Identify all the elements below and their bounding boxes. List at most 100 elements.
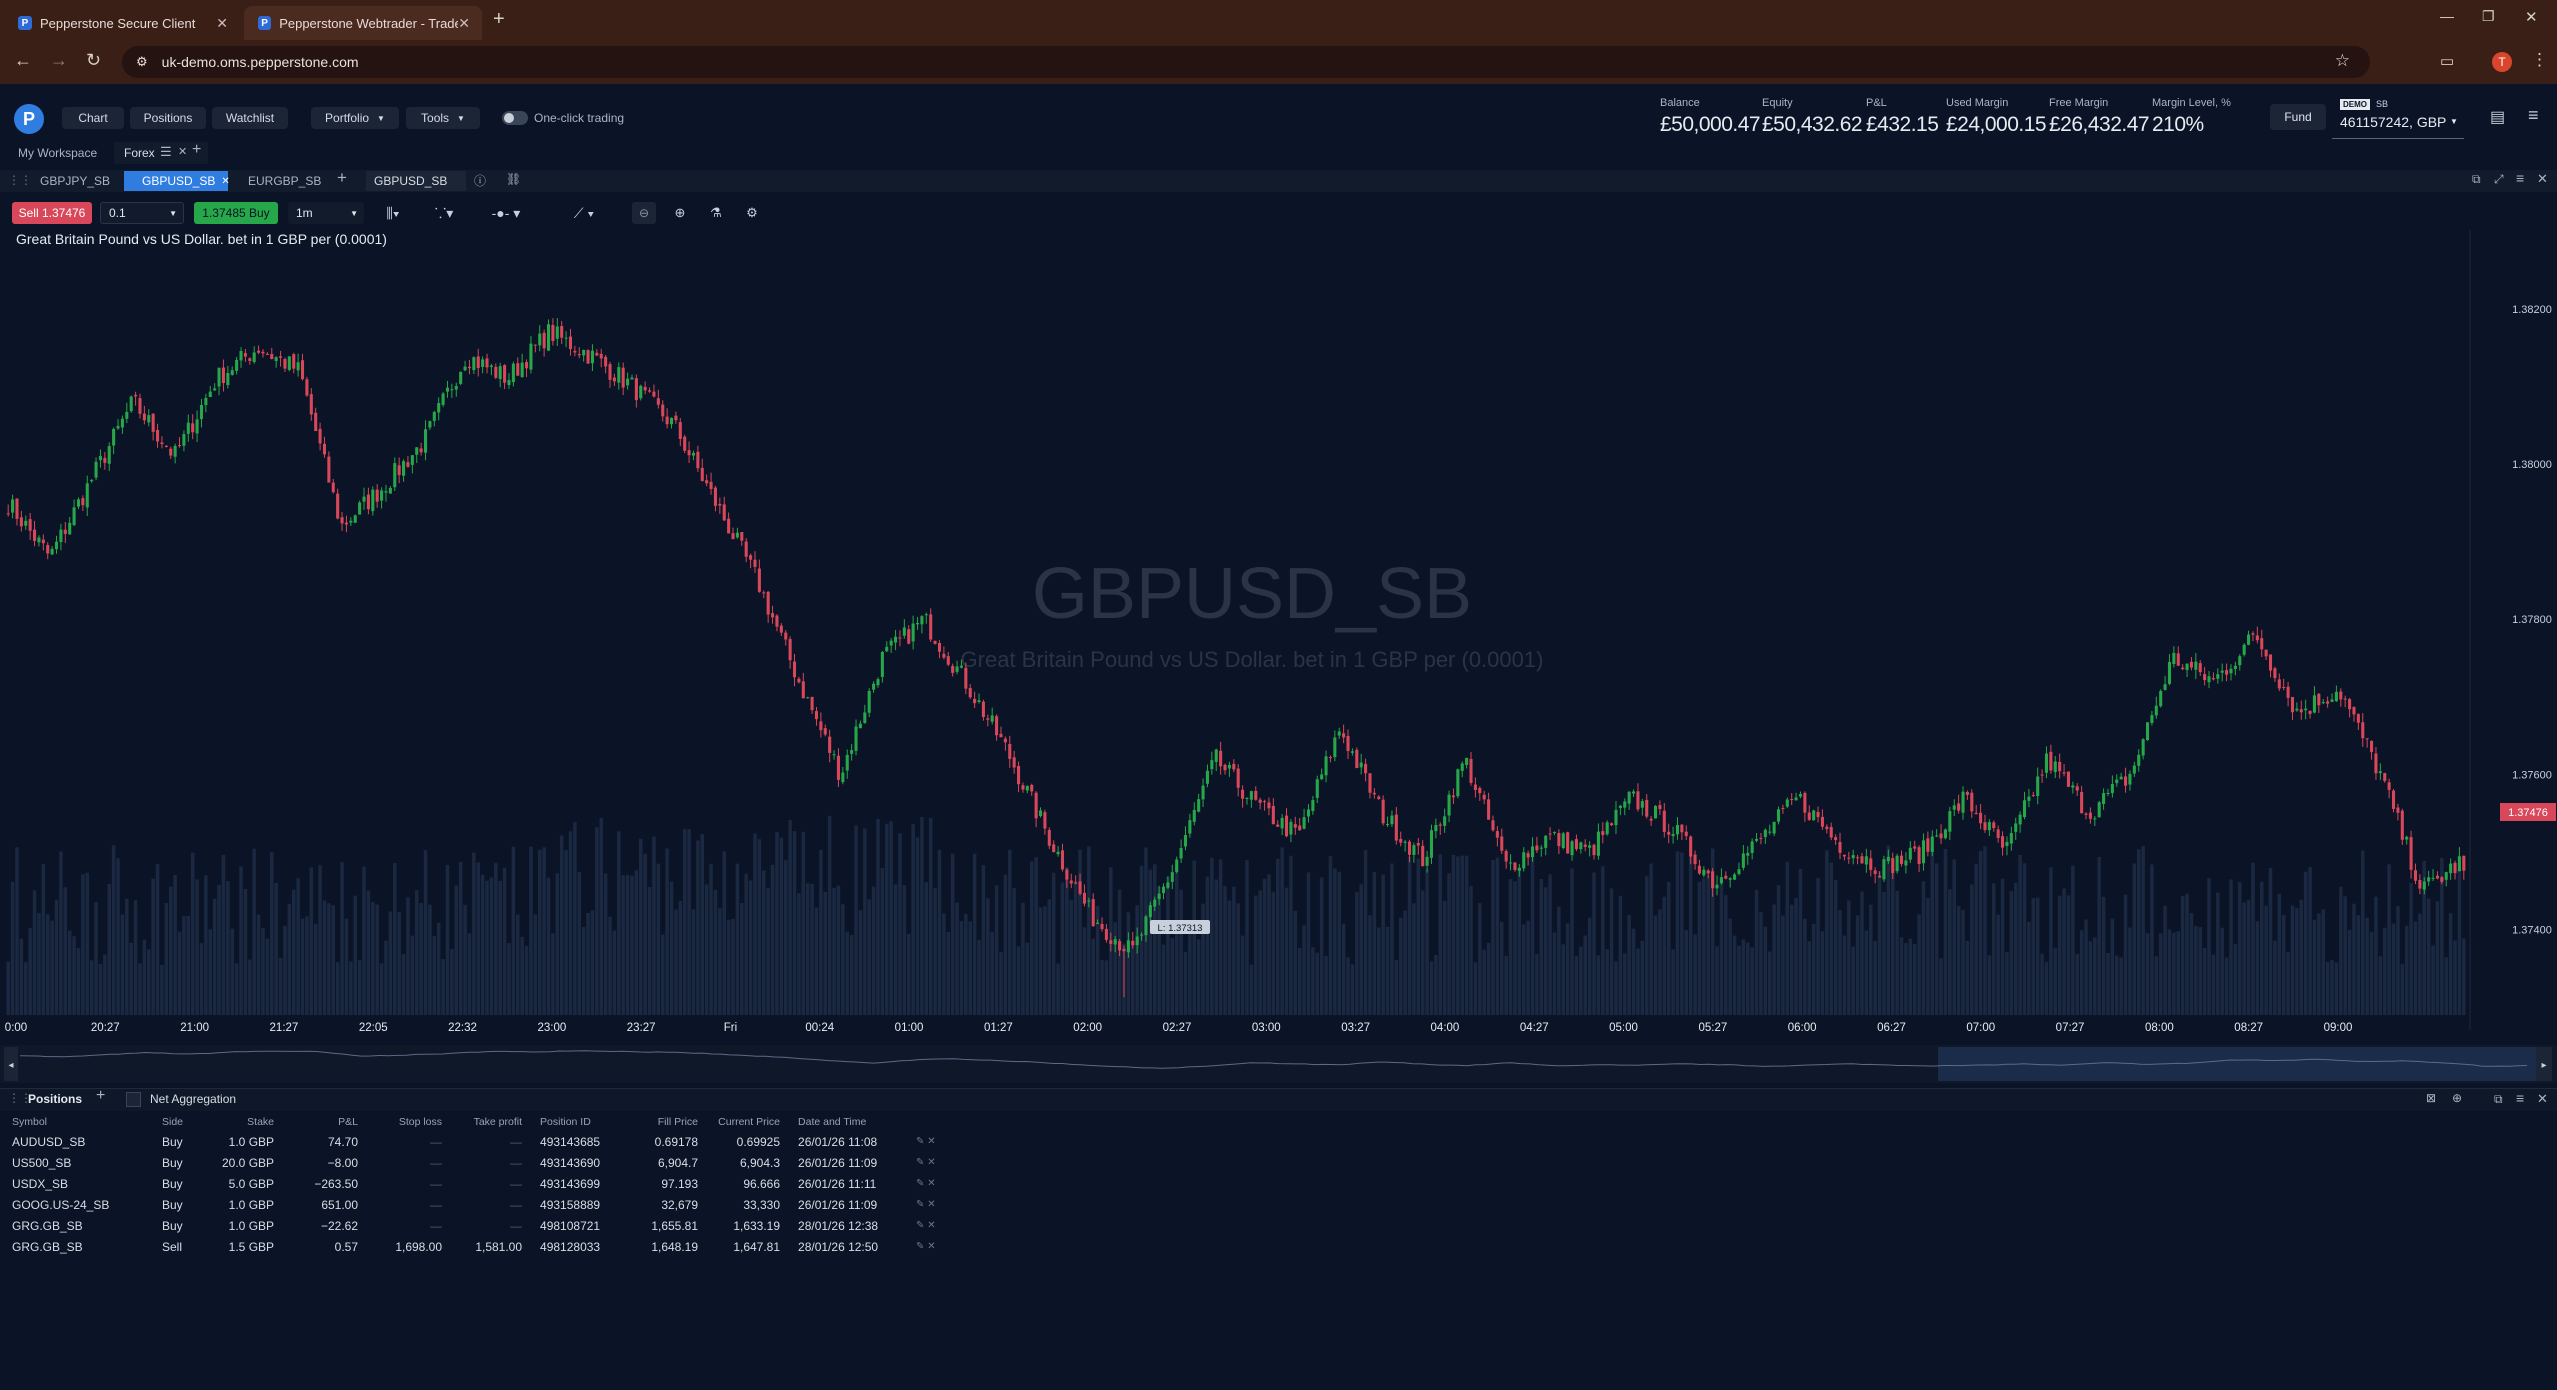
drag-handle-icon[interactable]: ⋮⋮ xyxy=(8,1091,32,1105)
col-fill-price[interactable]: Fill Price xyxy=(657,1116,699,1128)
browser-tab-webtrader[interactable]: P Pepperstone Webtrader - Trade ✕ xyxy=(244,6,482,40)
close-tab-icon[interactable]: ✕ xyxy=(458,14,470,31)
one-click-toggle[interactable] xyxy=(502,111,528,125)
navigator-scroll-left[interactable] xyxy=(4,1047,18,1081)
hedge-icon[interactable]: ⊕ xyxy=(2452,1091,2463,1105)
chart-tab-eurgbp[interactable]: EURGBP_SB xyxy=(248,174,322,188)
maximize-icon[interactable]: ⤢ xyxy=(2494,172,2504,186)
edit-position-icon[interactable]: ✎ xyxy=(916,1136,928,1147)
indicators-icon[interactable]: ⸪▾ xyxy=(434,204,454,221)
zoom-in-icon[interactable]: ⊕ xyxy=(674,205,686,220)
col-symbol[interactable]: Symbol xyxy=(12,1116,48,1128)
url-field[interactable]: ⚙ uk-demo.oms.pepperstone.com ☆ xyxy=(122,46,2370,78)
close-position-icon[interactable]: ✕ xyxy=(927,1178,936,1189)
candle-body xyxy=(252,352,256,362)
nav-positions-button[interactable]: Positions xyxy=(130,107,206,129)
panel-menu-icon[interactable]: ≡ xyxy=(2516,1090,2525,1106)
hamburger-menu-icon[interactable]: ≡ xyxy=(2528,105,2539,125)
back-icon[interactable]: ← xyxy=(14,50,32,70)
col-position-id[interactable]: Position ID xyxy=(540,1116,591,1128)
profile-avatar[interactable]: T xyxy=(2492,52,2512,72)
close-panel-icon[interactable]: ✕ xyxy=(2537,1091,2548,1106)
nav-chart-button[interactable]: Chart xyxy=(62,107,124,129)
close-icon[interactable]: ✕ xyxy=(221,175,230,187)
symbol-search-input[interactable]: GBPUSD_SB xyxy=(366,171,466,191)
chart-type-icon[interactable]: ⫼▾ xyxy=(386,204,400,221)
drawing-mode-icon[interactable]: -●- ▾ xyxy=(491,204,521,221)
drag-handle-icon[interactable]: ⋮⋮ xyxy=(8,173,32,187)
quantity-input[interactable]: 0.1 ▼ xyxy=(100,202,184,224)
minimize-window-icon[interactable]: — xyxy=(2440,8,2454,24)
reload-icon[interactable]: ↻ xyxy=(86,50,102,70)
close-position-icon[interactable]: ✕ xyxy=(927,1199,936,1210)
interval-dropdown[interactable]: 1m ▼ xyxy=(288,202,364,224)
flask-icon[interactable]: ⚗ xyxy=(710,205,722,220)
add-chart-tab-icon[interactable]: + xyxy=(337,168,347,187)
browser-tab-secure-client[interactable]: P Pepperstone Secure Client ✕ xyxy=(4,6,240,40)
edit-position-icon[interactable]: ✎ xyxy=(916,1241,928,1252)
bookmark-star-icon[interactable]: ☆ xyxy=(2334,51,2350,70)
edit-position-icon[interactable]: ✎ xyxy=(916,1199,928,1210)
col-pnl[interactable]: P&L xyxy=(338,1116,359,1128)
close-position-icon[interactable]: ✕ xyxy=(927,1136,936,1147)
positions-title[interactable]: Positions xyxy=(28,1092,83,1106)
col-stop-loss[interactable]: Stop loss xyxy=(398,1116,443,1128)
workspace-tab-my[interactable]: My Workspace xyxy=(18,146,98,160)
table-row[interactable]: GOOG.US-24_SB Buy 1.0 GBP 651.00 — — 493158889… xyxy=(12,1194,938,1215)
fund-button[interactable]: Fund xyxy=(2270,104,2326,130)
edit-position-icon[interactable]: ✎ xyxy=(916,1178,928,1189)
chart-tab-gbpusd[interactable]: GBPUSD_SB ✕ xyxy=(124,171,230,191)
buy-button[interactable]: 1.37485 Buy xyxy=(194,202,278,224)
table-row[interactable]: GRG.GB_SB Buy 1.0 GBP −22.62 — — 498108721 1,65… xyxy=(12,1215,938,1236)
close-position-icon[interactable]: ✕ xyxy=(927,1241,936,1252)
sell-button[interactable]: Sell 1.37476 xyxy=(12,202,92,224)
price-chart[interactable]: Great Britain Pound vs US Dollar. bet in… xyxy=(0,230,2557,1085)
navigator-window[interactable] xyxy=(1938,1047,2538,1081)
nav-watchlist-button[interactable]: Watchlist xyxy=(212,107,288,129)
close-position-icon[interactable]: ✕ xyxy=(927,1220,936,1231)
col-stake[interactable]: Stake xyxy=(247,1116,275,1128)
site-info-icon[interactable]: ⚙ xyxy=(136,54,148,69)
table-row[interactable]: US500_SB Buy 20.0 GBP −8.00 — — 493143690 6,904… xyxy=(12,1152,938,1173)
net-aggregation-checkbox[interactable] xyxy=(126,1092,141,1107)
popout-icon[interactable]: ⧉ xyxy=(2472,172,2481,186)
workspace-menu-icon[interactable]: ☰ xyxy=(160,144,172,159)
tab-search-icon[interactable]: ▭ xyxy=(2440,53,2455,70)
zoom-out-icon[interactable]: ⊖ xyxy=(632,202,656,224)
workspace-tab-forex[interactable]: Forex ☰ ✕ + xyxy=(114,141,208,164)
info-icon[interactable]: ⓘ xyxy=(474,174,487,188)
close-icon[interactable]: ✕ xyxy=(178,146,188,158)
edit-position-icon[interactable]: ✎ xyxy=(916,1220,928,1231)
panel-menu-icon[interactable]: ≡ xyxy=(2516,170,2525,186)
close-panel-icon[interactable]: ✕ xyxy=(2537,171,2548,186)
col-side[interactable]: Side xyxy=(162,1116,184,1128)
tools-dropdown[interactable]: Tools ▼ xyxy=(406,107,480,129)
close-all-icon[interactable]: ⊠ xyxy=(2426,1091,2437,1105)
portfolio-dropdown[interactable]: Portfolio ▼ xyxy=(311,107,399,129)
close-window-icon[interactable]: ✕ xyxy=(2525,9,2538,26)
col-current-price[interactable]: Current Price xyxy=(718,1116,781,1128)
col-date-time[interactable]: Date and Time xyxy=(798,1116,867,1128)
settings-gear-icon[interactable]: ⚙ xyxy=(746,205,758,220)
add-panel-icon[interactable]: + xyxy=(96,1087,106,1104)
chart-tab-gbpjpy[interactable]: GBPJPY_SB xyxy=(40,174,111,188)
link-icon[interactable]: ⛓ xyxy=(506,172,522,186)
forward-icon[interactable]: → xyxy=(50,50,68,70)
navigator-scroll-right[interactable] xyxy=(2536,1047,2552,1081)
new-tab-icon[interactable]: + xyxy=(493,8,505,30)
account-selector[interactable]: DEMO SB 461157242, GBP ▼ xyxy=(2332,96,2464,139)
edit-position-icon[interactable]: ✎ xyxy=(916,1157,928,1168)
col-take-profit[interactable]: Take profit xyxy=(473,1116,523,1128)
close-position-icon[interactable]: ✕ xyxy=(927,1157,936,1168)
restore-window-icon[interactable]: ❐ xyxy=(2482,8,2495,24)
table-row[interactable]: GRG.GB_SB Sell 1.5 GBP 0.57 1,698.00 1,581.00… xyxy=(12,1236,938,1257)
table-row[interactable]: USDX_SB Buy 5.0 GBP −263.50 — — 493143699 97.19… xyxy=(12,1173,938,1194)
layout-icon[interactable]: ▤ xyxy=(2490,109,2506,126)
close-tab-icon[interactable]: ✕ xyxy=(216,14,228,31)
pepperstone-logo[interactable]: P xyxy=(14,104,44,134)
line-tool-icon[interactable]: ⟋ ▾ xyxy=(573,204,595,221)
add-workspace-icon[interactable]: + xyxy=(192,141,202,158)
table-row[interactable]: AUDUSD_SB Buy 1.0 GBP 74.70 — — 493143685 0.691… xyxy=(12,1131,938,1152)
browser-menu-icon[interactable]: ⋮ xyxy=(2531,50,2548,69)
popout-icon[interactable]: ⧉ xyxy=(2494,1092,2503,1106)
